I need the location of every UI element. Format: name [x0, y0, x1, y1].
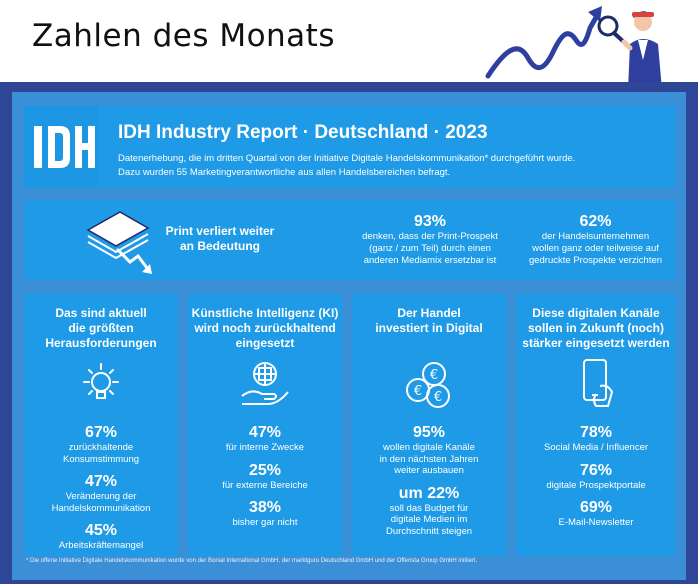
stat-item: 78% Social Media / Influencer [543, 424, 649, 453]
report-header [24, 106, 676, 188]
card-ai: Künstliche Intelligenz (KI) wird noch zu… [188, 294, 342, 556]
idh-logo [24, 106, 98, 188]
idh-logo-icon [34, 126, 95, 168]
ai-hand-icon [241, 362, 289, 405]
print-decline-icon [86, 211, 152, 274]
card-digital-investment: Der Handel investiert in Digital € € € 95%… [352, 294, 506, 556]
report-title: IDH Industry Report · Deutschland · 2023 [118, 122, 488, 143]
card-title: Künstliche Intelligenz (KI) wird noch zu… [191, 306, 339, 350]
card-stats: 78% Social Media / Influencer 76% digita… [516, 424, 676, 537]
print-section [24, 200, 676, 280]
growth-arrow-person-illustration [485, 6, 662, 90]
stat-item: 47% für interne Zwecke [225, 424, 305, 453]
smartphone-icon [583, 359, 614, 407]
stat-item: 25% für externe Bereiche [222, 461, 308, 491]
card-digital-channels: Diese digitalen Kanäle sollen in Zukunft… [516, 294, 676, 556]
card-title: Das sind aktuell die größten Herausforde… [45, 306, 157, 350]
stat-item: 38% bisher gar nicht [232, 499, 298, 528]
print-stat-62: 62% der Handelsunternehmen wollen ganz o… [528, 213, 663, 266]
print-stat-93: 93% denken, dass der Print-Prospekt (gan… [362, 213, 498, 266]
svg-text:€: € [430, 368, 438, 383]
print-label: Print verliert weiter an Bedeutung [165, 224, 275, 253]
stat-item: 47% Veränderung der Handelskommunikation [51, 473, 151, 514]
svg-text:€: € [414, 384, 422, 399]
stat-item: 76% digitale Prospektportale [546, 461, 646, 491]
euro-coins-icon: € € € [406, 362, 450, 408]
stat-item: 45% Arbeitskräftemangel [58, 522, 144, 551]
stat-item: 95% wollen digitale Kanäle in den nächst… [379, 424, 479, 476]
stat-item: um 22% soll das Budget für digitale Medi… [385, 484, 473, 537]
stat-item: 69% E-Mail-Newsletter [558, 499, 634, 528]
card-title: Der Handel investiert in Digital [375, 306, 483, 335]
lightbulb-icon [83, 363, 119, 399]
card-stats: 47% für interne Zwecke 25% für externe B… [188, 424, 342, 537]
stat-item: 67% zurückhaltende Konsumstimmung [62, 424, 140, 465]
card-stats: 67% zurückhaltende Konsumstimmung 47% Ve… [24, 424, 178, 560]
card-challenges: Das sind aktuell die größten Herausforde… [24, 294, 178, 556]
svg-text:€: € [434, 390, 442, 405]
card-title: Diese digitalen Kanäle sollen in Zukunft… [522, 306, 670, 350]
report-subtitle: Datenerhebung, die im dritten Quartal vo… [118, 153, 576, 178]
card-stats: 95% wollen digitale Kanäle in den nächst… [352, 424, 506, 545]
footnote: * Die offene Initiative Digitale Handels… [26, 558, 478, 564]
page-title: Zahlen des Monats [32, 18, 335, 54]
